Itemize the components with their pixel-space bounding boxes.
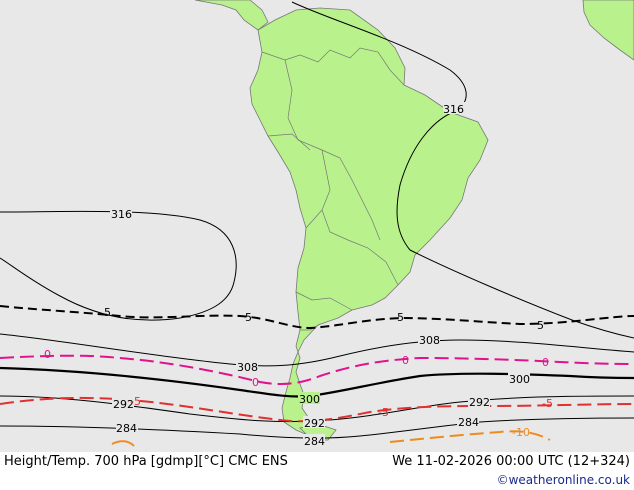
valid-time: We 11-02-2026 00:00 UTC (12+324) [392,454,630,469]
height-label: 284 [304,435,325,448]
contour-316-west [0,210,237,321]
temp-label: 5 [104,306,111,319]
height-label: 316 [443,103,464,116]
temp-label: 0 [542,356,549,369]
temp-label: 5 [537,319,544,332]
height-label: 308 [419,334,440,347]
map-title: Height/Temp. 700 hPa [gdmp][°C] CMC ENS [4,454,288,469]
height-label: 292 [469,396,490,409]
isotherm-minus10-west [111,440,135,447]
height-label: 284 [116,422,137,435]
height-label: 292 [304,417,325,430]
temp-label: -5 [130,395,141,408]
contour-316-east [291,1,634,339]
country-borders [261,47,405,331]
temperature-label-group: 5 5 5 5 0 0 0 0 -5 -5 -5 -10 [44,306,553,439]
temp-label: -10 [512,426,530,439]
temp-label: -5 [542,397,553,410]
temp-label: 0 [44,348,51,361]
isotherm-5 [0,305,634,330]
height-label: 300 [299,393,320,406]
credit-link[interactable]: ©weatheronline.co.uk [496,473,630,487]
temp-label: -5 [378,406,389,419]
temp-label: 0 [252,376,259,389]
height-label: 284 [458,416,479,429]
height-label: 308 [237,361,258,374]
isotherm-minus10 [389,430,551,443]
africa-landmass [582,0,634,61]
height-label: 292 [113,398,134,411]
footer-band [0,452,634,490]
height-label: 316 [111,208,132,221]
isotherm-0 [0,354,634,385]
temp-label: 5 [397,311,404,324]
contour-308 [0,333,634,367]
temp-label: 5 [245,311,252,324]
height-label: 300 [509,373,530,386]
height-label-group: 316 316 308 308 300 300 292 292 292 284 … [110,102,530,448]
temp-label: 0 [402,354,409,367]
contour-300 [0,366,634,398]
